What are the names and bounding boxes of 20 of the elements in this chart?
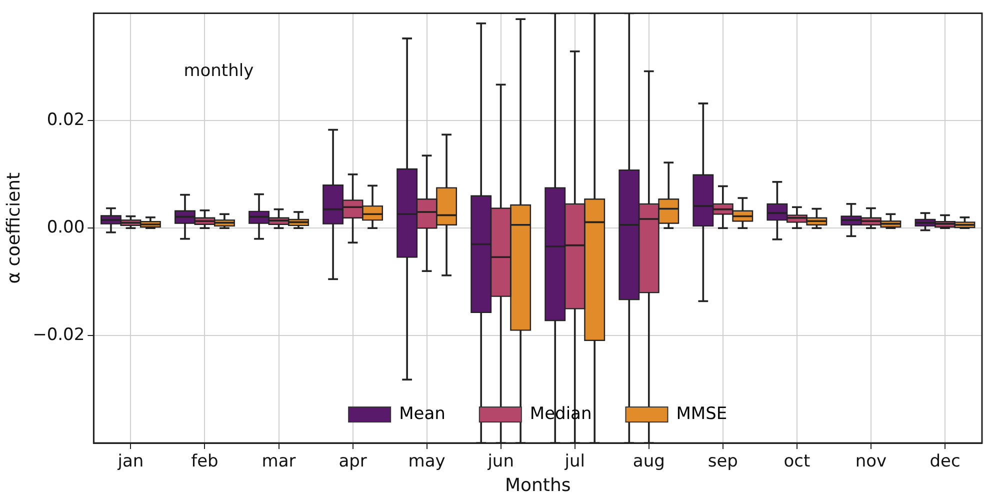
y-axis-title: α coefficient: [3, 172, 24, 284]
y-tick-label: 0.02: [46, 110, 85, 130]
legend-label: MMSE: [676, 404, 728, 424]
x-tick-label: sep: [708, 452, 738, 472]
x-tick-label: mar: [262, 452, 296, 472]
y-tick-label: 0.00: [46, 218, 85, 238]
x-tick-label: feb: [191, 452, 218, 472]
x-tick-label: apr: [338, 452, 367, 472]
x-tick-label: jun: [486, 452, 514, 472]
x-tick-label: jul: [564, 452, 585, 472]
x-tick-label: oct: [784, 452, 810, 472]
x-tick-label: may: [408, 452, 446, 472]
legend-label: Mean: [399, 404, 446, 424]
x-tick-label: jan: [116, 452, 144, 472]
x-axis-title: Months: [504, 474, 571, 496]
annotation: monthly: [184, 61, 254, 82]
x-tick-label: aug: [632, 452, 665, 472]
x-tick-label: nov: [855, 452, 887, 472]
x-tick-label: dec: [930, 452, 960, 472]
y-tick-label: −0.02: [32, 324, 85, 345]
